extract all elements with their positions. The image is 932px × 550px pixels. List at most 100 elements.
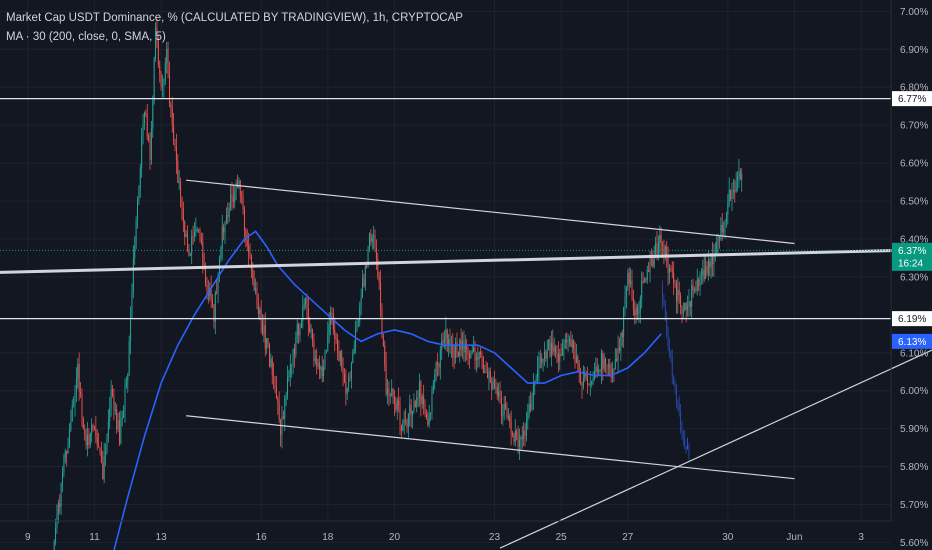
candle <box>381 308 383 337</box>
candle <box>516 431 518 436</box>
x-tick-label: 20 <box>389 532 401 543</box>
candle <box>364 265 366 287</box>
trend-line[interactable] <box>0 248 932 274</box>
candle <box>417 397 419 399</box>
candle <box>482 357 484 373</box>
candle <box>595 366 597 372</box>
candle <box>696 279 698 291</box>
candle <box>512 432 514 435</box>
candle <box>287 377 289 397</box>
candle <box>127 374 129 382</box>
price-axis[interactable]: 7.00% 6.90% 6.80% 6.70% 6.60% 6.50% 6.40% 6.30%… <box>900 7 928 549</box>
trend-line[interactable] <box>186 179 795 245</box>
trend-line[interactable] <box>186 415 795 480</box>
trend-line[interactable] <box>499 349 932 549</box>
candle <box>56 515 58 528</box>
candle <box>723 228 725 233</box>
candle <box>646 269 648 281</box>
candle <box>670 268 672 270</box>
candle <box>131 291 133 318</box>
drawing-lines[interactable] <box>0 98 932 549</box>
candle <box>687 306 689 310</box>
candle <box>241 194 243 197</box>
candle <box>717 237 719 243</box>
candle <box>468 353 470 358</box>
candle <box>280 420 282 436</box>
candle <box>441 341 443 350</box>
candle <box>648 269 650 272</box>
candle <box>502 413 504 416</box>
candle <box>128 341 130 375</box>
candle <box>138 188 140 201</box>
candle <box>423 396 425 405</box>
ma-line <box>113 230 662 550</box>
candle <box>355 330 357 348</box>
candle <box>270 358 272 367</box>
candle <box>338 351 340 362</box>
y-tick-label: 6.30% <box>900 272 928 283</box>
candle <box>449 338 451 346</box>
candle <box>543 351 545 360</box>
candle <box>116 409 118 430</box>
candle <box>507 416 509 418</box>
candle <box>518 439 520 447</box>
candle <box>406 420 408 428</box>
candle <box>84 429 86 436</box>
candle <box>732 190 734 192</box>
candle <box>596 366 598 372</box>
candle <box>630 280 632 285</box>
candle <box>224 222 226 233</box>
moving-average <box>113 230 662 550</box>
candle <box>181 196 183 209</box>
candle <box>348 377 350 388</box>
candle <box>574 348 576 364</box>
candle <box>292 348 294 364</box>
candle <box>378 276 380 283</box>
candle <box>617 347 619 361</box>
time-axis[interactable]: 9 11 13 16 18 20 23 25 27 30 Jun 3 <box>25 532 864 543</box>
candle <box>118 420 120 444</box>
candle <box>223 227 225 233</box>
level-high-badge-text: 6.77% <box>898 94 926 105</box>
projection-candle <box>678 404 680 412</box>
candle <box>532 385 534 398</box>
projection-candle <box>682 434 684 439</box>
candle <box>191 236 193 255</box>
candle <box>100 450 102 463</box>
candle <box>591 381 593 384</box>
candle <box>506 409 508 418</box>
candle <box>475 356 477 361</box>
candle <box>563 342 565 349</box>
candle <box>274 376 276 388</box>
candle <box>302 306 304 321</box>
candle <box>320 366 322 370</box>
candle <box>491 382 493 390</box>
candle <box>271 358 273 376</box>
candle <box>384 345 386 365</box>
candle <box>234 192 236 202</box>
candle <box>599 370 601 372</box>
candle <box>542 359 544 363</box>
candle <box>220 249 222 259</box>
candle <box>662 244 664 246</box>
candle <box>212 299 213 305</box>
y-tick-label: 6.10% <box>900 348 928 359</box>
candle <box>263 325 265 335</box>
candle <box>577 356 579 364</box>
candle <box>439 349 441 368</box>
candle <box>273 375 275 377</box>
candle <box>713 256 715 265</box>
projection-candles <box>662 280 690 461</box>
candle <box>213 304 215 323</box>
candle <box>559 354 561 362</box>
candle <box>659 235 661 243</box>
projection-candle <box>675 385 677 404</box>
candle <box>589 383 591 385</box>
candle <box>210 288 212 300</box>
candle <box>88 434 90 445</box>
candle <box>120 419 122 444</box>
candle <box>278 402 280 421</box>
candle <box>145 112 147 116</box>
candle <box>721 225 723 233</box>
